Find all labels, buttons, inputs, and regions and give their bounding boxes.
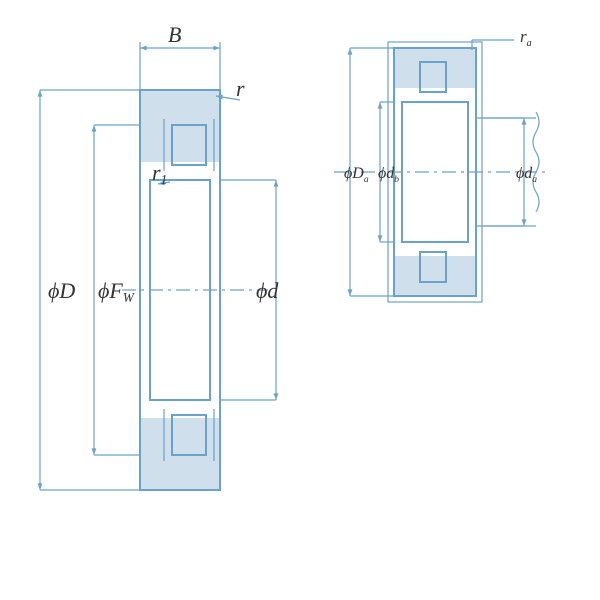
- label-phid: ϕd: [256, 278, 279, 303]
- label-ra: ra: [520, 27, 532, 49]
- bearing-diagram: r r1 BϕD ϕFW ϕd ra ϕDaϕdb ϕda: [0, 0, 600, 600]
- label-B: B: [168, 22, 181, 47]
- label-phiFw: ϕFW: [98, 278, 135, 305]
- label-phiD: ϕD: [48, 278, 75, 303]
- label-phiDa: ϕDa: [344, 165, 369, 185]
- label-phida: ϕda: [516, 165, 537, 185]
- label-phidb: ϕdb: [378, 165, 399, 185]
- label-r: r: [236, 76, 245, 101]
- label-r1: r1: [152, 160, 167, 187]
